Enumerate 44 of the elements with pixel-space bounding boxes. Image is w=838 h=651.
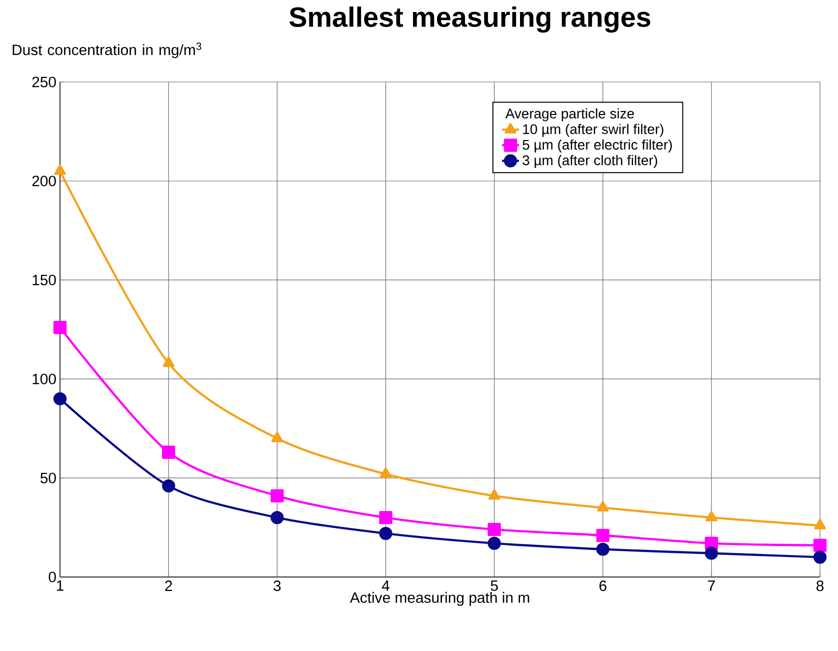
- x-tick-label: 3: [274, 580, 281, 592]
- y-tick-label: 250: [32, 76, 56, 88]
- x-tick-label: 4: [382, 580, 390, 591]
- point: [53, 392, 67, 406]
- point: [162, 446, 176, 459]
- point: [596, 528, 610, 542]
- legend-title: Average particle size: [505, 108, 634, 122]
- y-tick-label: 200: [32, 176, 56, 186]
- x-tick-label: 7: [708, 580, 715, 591]
- chart-title: Smallest measuring ranges: [289, 6, 650, 33]
- y-tick-label: 0: [48, 572, 56, 582]
- point: [814, 518, 826, 530]
- point: [379, 511, 392, 524]
- legend-label: 3 µm (after cloth filter): [522, 155, 658, 168]
- point: [162, 356, 174, 367]
- point: [597, 501, 609, 512]
- point: [271, 432, 283, 442]
- legend-label: 5 µm (after electric filter): [522, 139, 672, 152]
- point: [813, 550, 827, 564]
- y-tick-label: 150: [32, 274, 56, 286]
- legend-label: 10 µm (after swirl filter): [523, 124, 664, 137]
- x-tick-label: 6: [599, 580, 606, 592]
- point: [488, 489, 500, 500]
- point: [706, 511, 718, 522]
- point: [380, 467, 392, 478]
- point: [162, 479, 176, 492]
- x-axis-title: Active measuring path in m: [350, 592, 530, 606]
- y-tick-label: 50: [40, 472, 56, 484]
- point: [379, 526, 392, 540]
- point: [53, 320, 67, 334]
- point: [270, 489, 284, 502]
- point: [596, 542, 610, 556]
- x-tick-label: 8: [816, 580, 824, 592]
- x-tick-label: 1: [56, 580, 64, 591]
- x-tick-label: 2: [165, 580, 172, 591]
- y-tick-label: 100: [32, 374, 56, 384]
- point: [813, 538, 827, 552]
- point: [488, 522, 501, 536]
- x-tick-label: 5: [490, 580, 498, 591]
- point: [704, 546, 718, 560]
- point: [54, 164, 66, 175]
- y-axis-title: Dust concentration in mg/m$^{3}$: [12, 42, 202, 58]
- point: [270, 511, 284, 524]
- point: [488, 536, 501, 550]
